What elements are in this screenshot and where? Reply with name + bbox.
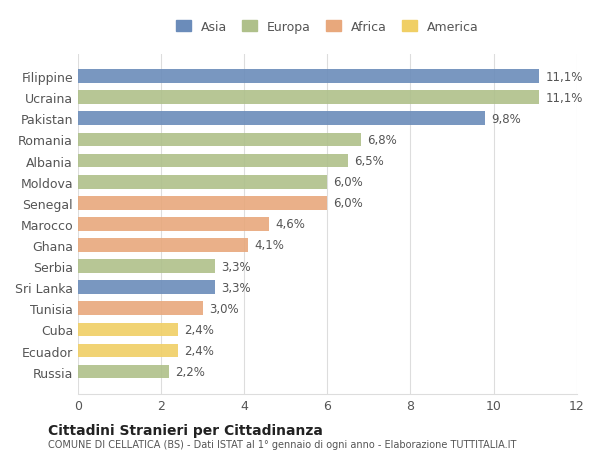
- Bar: [78, 154, 348, 168]
- Bar: [78, 260, 215, 274]
- Text: 3,3%: 3,3%: [221, 281, 251, 294]
- Bar: [78, 112, 485, 126]
- Text: 6,0%: 6,0%: [334, 176, 363, 189]
- Bar: [78, 133, 361, 147]
- Bar: [78, 70, 539, 84]
- Text: 3,3%: 3,3%: [221, 260, 251, 273]
- Bar: [78, 218, 269, 231]
- Text: 6,8%: 6,8%: [367, 134, 397, 146]
- Text: 3,0%: 3,0%: [209, 302, 238, 315]
- Text: 2,2%: 2,2%: [176, 365, 205, 378]
- Text: 2,4%: 2,4%: [184, 323, 214, 336]
- Text: 2,4%: 2,4%: [184, 344, 214, 357]
- Text: 4,1%: 4,1%: [254, 239, 284, 252]
- Text: 6,0%: 6,0%: [334, 197, 363, 210]
- Bar: [78, 365, 169, 379]
- Bar: [78, 323, 178, 336]
- Text: Cittadini Stranieri per Cittadinanza: Cittadini Stranieri per Cittadinanza: [48, 423, 323, 437]
- Text: 11,1%: 11,1%: [545, 71, 583, 84]
- Text: 6,5%: 6,5%: [354, 155, 384, 168]
- Text: 11,1%: 11,1%: [545, 91, 583, 105]
- Bar: [78, 281, 215, 294]
- Bar: [78, 175, 327, 189]
- Text: 4,6%: 4,6%: [275, 218, 305, 231]
- Text: 9,8%: 9,8%: [491, 112, 521, 126]
- Bar: [78, 196, 327, 210]
- Bar: [78, 302, 203, 315]
- Bar: [78, 239, 248, 252]
- Text: COMUNE DI CELLATICA (BS) - Dati ISTAT al 1° gennaio di ogni anno - Elaborazione : COMUNE DI CELLATICA (BS) - Dati ISTAT al…: [48, 440, 517, 449]
- Legend: Asia, Europa, Africa, America: Asia, Europa, Africa, America: [172, 17, 482, 37]
- Bar: [78, 344, 178, 358]
- Bar: [78, 91, 539, 105]
